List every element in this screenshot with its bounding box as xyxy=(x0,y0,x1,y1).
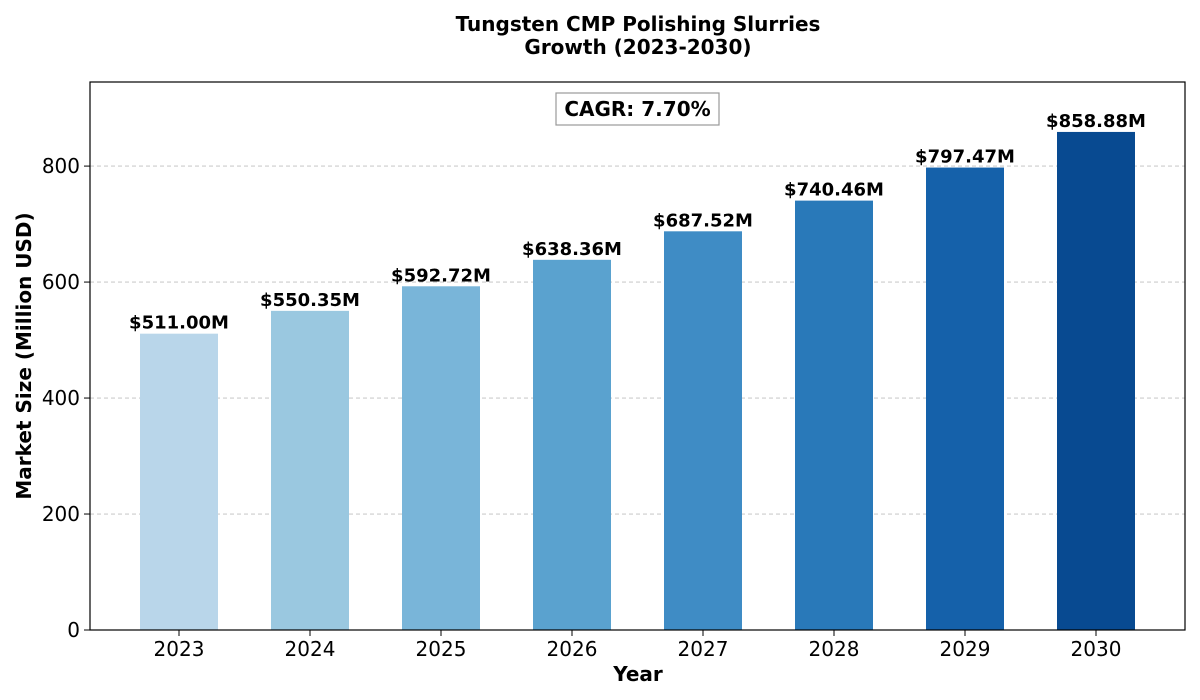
data-label-2024: $550.35M xyxy=(260,290,360,311)
chart-title-line-1: Tungsten CMP Polishing Slurries xyxy=(456,12,821,36)
y-axis-label: Market Size (Million USD) xyxy=(12,212,36,499)
bar-labels: $511.00M $550.35M $592.72M $638.36M $687.52M… xyxy=(129,111,1146,334)
bar-2025 xyxy=(402,286,480,630)
x-tick-label-2025: 2025 xyxy=(416,637,467,661)
data-label-2029: $797.47M xyxy=(915,147,1015,168)
cagr-annotation: CAGR: 7.70% xyxy=(555,92,720,126)
grid xyxy=(90,165,1185,515)
data-label-2026: $638.36M xyxy=(522,239,622,260)
x-tick-label-2026: 2026 xyxy=(547,637,598,661)
data-label-2030: $858.88M xyxy=(1046,111,1146,132)
x-tick-label-2024: 2024 xyxy=(285,637,336,661)
bar-2030 xyxy=(1057,131,1135,630)
bar-2029 xyxy=(926,167,1004,630)
x-tick-label-2030: 2030 xyxy=(1071,637,1122,661)
bar-2024 xyxy=(271,310,349,630)
x-axis-label: Year xyxy=(612,662,663,686)
bar-2027 xyxy=(664,231,742,630)
y-axis-ticks: 0 200 400 600 800 xyxy=(42,154,90,642)
data-label-2027: $687.52M xyxy=(653,210,753,231)
x-tick-label-2029: 2029 xyxy=(940,637,991,661)
x-tick-label-2028: 2028 xyxy=(809,637,860,661)
x-tick-label-2027: 2027 xyxy=(678,637,729,661)
y-tick-label: 400 xyxy=(42,386,80,410)
bar-2028 xyxy=(795,200,873,630)
chart-title-line-2: Growth (2023-2030) xyxy=(524,35,751,59)
data-label-2025: $592.72M xyxy=(391,265,491,286)
y-tick-label: 600 xyxy=(42,270,80,294)
x-tick-label-2023: 2023 xyxy=(154,637,205,661)
cagr-box xyxy=(555,92,720,126)
cagr-label: CAGR: 7.70% xyxy=(564,97,710,121)
bar-2023 xyxy=(140,333,218,630)
x-axis-ticks: 2023 2024 2025 2026 2027 2028 2029 2030 xyxy=(154,630,1122,661)
y-tick-label: 200 xyxy=(42,502,80,526)
data-label-2023: $511.00M xyxy=(129,313,229,334)
plot-frame xyxy=(89,81,1186,631)
data-label-2028: $740.46M xyxy=(784,180,884,201)
y-tick-label: 0 xyxy=(67,618,80,642)
y-tick-label: 800 xyxy=(42,154,80,178)
bars xyxy=(140,131,1135,630)
bar-2026 xyxy=(533,259,611,630)
